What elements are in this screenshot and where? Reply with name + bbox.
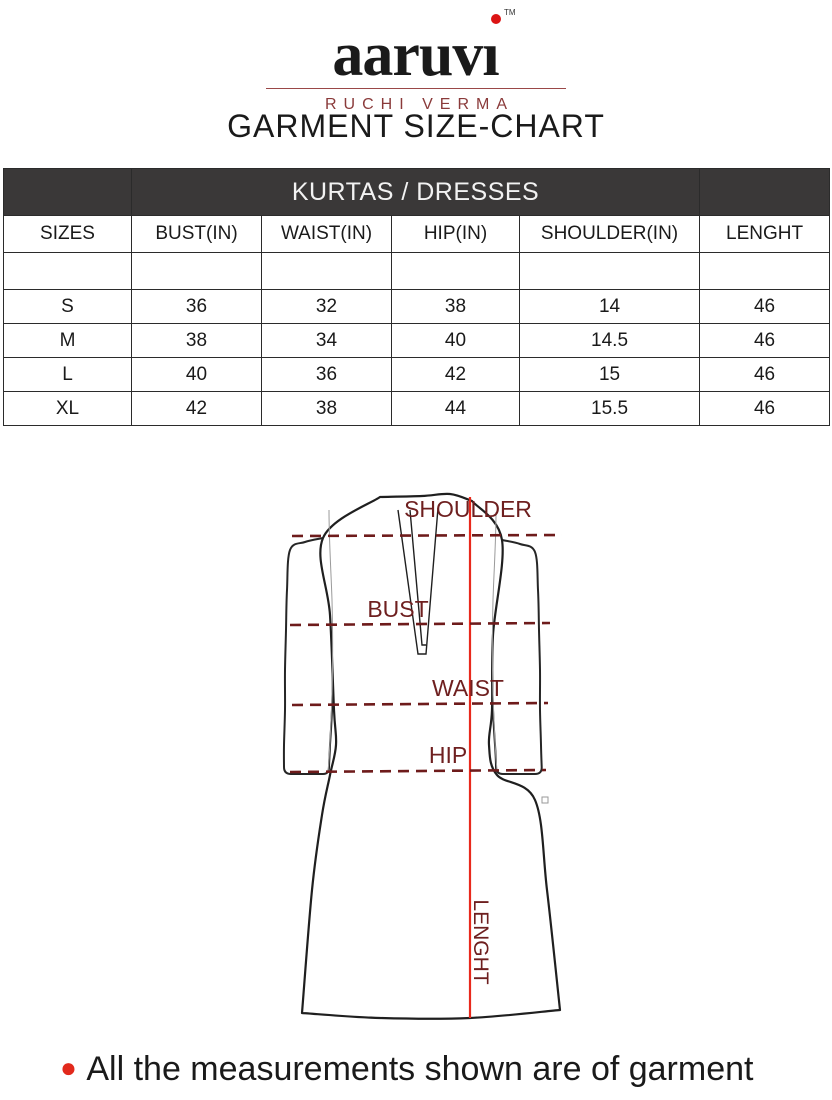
svg-text:WAIST: WAIST — [432, 675, 504, 701]
svg-text:HIP: HIP — [429, 742, 467, 768]
svg-text:LENGHT: LENGHT — [469, 899, 492, 984]
svg-text:SHOULDER: SHOULDER — [404, 496, 532, 522]
svg-text:BUST: BUST — [367, 596, 428, 622]
